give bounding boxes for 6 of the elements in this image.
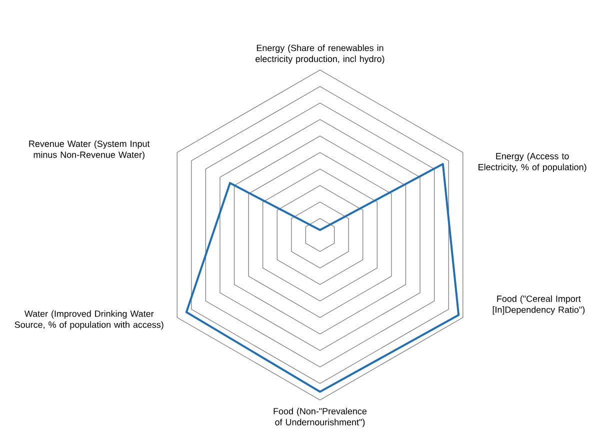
spoke-label: Energy (Access to Electricity, % of population) bbox=[478, 152, 586, 172]
spoke-label: Food (Non-"Prevalence of Undernourishment") bbox=[274, 408, 367, 428]
spoke-label: Revenue Water (System Input minus Non-Revenue Water) bbox=[29, 140, 150, 160]
spoke-label: Energy (Share of renewables in electricity production, incl hydro) bbox=[256, 44, 384, 64]
spoke-label: Food ("Cereal Import [In]Dependency Ratio") bbox=[492, 295, 585, 315]
spoke-label: Water (Improved Drinking Water Source, % of population with access) bbox=[14, 310, 164, 330]
